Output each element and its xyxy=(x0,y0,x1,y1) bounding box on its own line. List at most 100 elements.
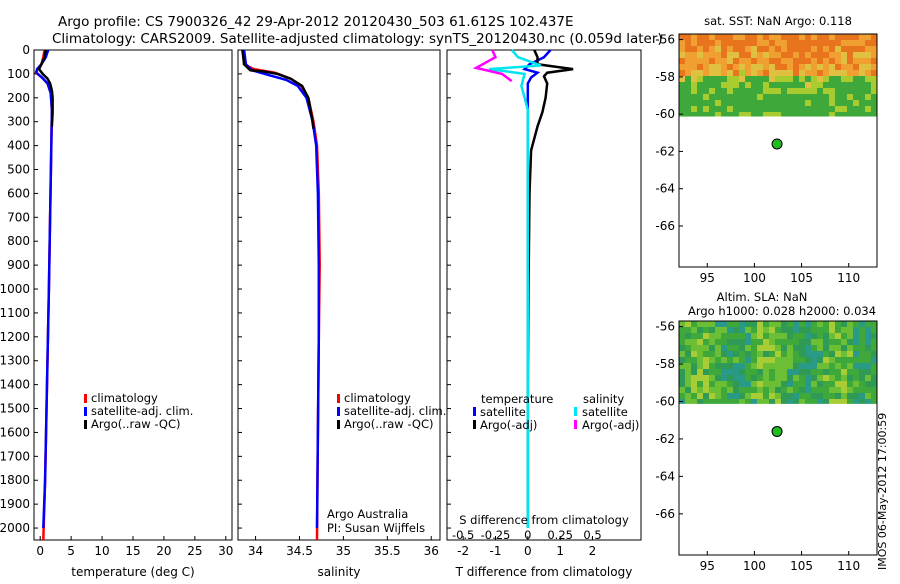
heatmap-cell xyxy=(793,88,800,95)
heatmap-cell xyxy=(841,76,848,83)
heatmap-cell xyxy=(823,381,830,388)
heatmap-cell xyxy=(703,76,710,83)
heatmap-cell xyxy=(775,339,782,346)
heatmap-cell xyxy=(847,327,854,334)
heatmap-cell xyxy=(781,357,788,364)
heatmap-cell xyxy=(811,399,818,404)
heatmap-cell xyxy=(751,381,758,388)
heatmap-cell xyxy=(871,94,878,101)
heatmap-cell xyxy=(799,333,806,340)
heatmap-cell xyxy=(721,82,728,89)
heatmap-cell xyxy=(715,100,722,107)
annotation-text: PI: Susan Wijffels xyxy=(327,521,425,535)
heatmap-cell xyxy=(787,399,794,404)
heatmap-cell xyxy=(721,345,728,352)
heatmap-cell xyxy=(685,333,692,340)
legend-label: satellite-adj. clim. xyxy=(344,404,446,418)
heatmap-cell xyxy=(859,369,866,376)
heatmap-cell xyxy=(865,76,872,83)
heatmap-cell xyxy=(781,46,788,53)
heatmap-cell xyxy=(733,351,740,358)
heatmap-cell xyxy=(775,52,782,59)
heatmap-cell xyxy=(787,82,794,89)
heatmap-cell xyxy=(829,321,836,328)
heatmap-cell xyxy=(853,357,860,364)
legend-header-temperature: temperature xyxy=(481,392,553,406)
heatmap-cell xyxy=(721,40,728,47)
heatmap-cell xyxy=(853,100,860,107)
heatmap-cell xyxy=(745,112,752,117)
heatmap-cell xyxy=(793,381,800,388)
heatmap-cell xyxy=(727,369,734,376)
heatmap-cell xyxy=(727,70,734,77)
heatmap-cell xyxy=(799,46,806,53)
heatmap-cell xyxy=(811,94,818,101)
heatmap-cell xyxy=(871,333,878,340)
heatmap-cell xyxy=(691,381,698,388)
heatmap-cell xyxy=(703,82,710,89)
heatmap-cell xyxy=(787,88,794,95)
heatmap-cell xyxy=(727,82,734,89)
heatmap-cell xyxy=(763,363,770,370)
legend-swatch xyxy=(337,394,340,403)
heatmap-cell xyxy=(829,393,836,400)
heatmap-cell xyxy=(769,46,776,53)
heatmap-cell xyxy=(757,94,764,101)
heatmap-cell xyxy=(811,46,818,53)
heatmap-cell xyxy=(715,381,722,388)
heatmap-cell xyxy=(769,34,776,41)
x-tick-label: 2 xyxy=(589,544,597,558)
heatmap-cell xyxy=(745,82,752,89)
heatmap-cell xyxy=(757,46,764,53)
heatmap-cell xyxy=(709,321,716,328)
heatmap-cell xyxy=(865,70,872,77)
heatmap-cell xyxy=(811,375,818,382)
heatmap-cell xyxy=(763,76,770,83)
heatmap-cell xyxy=(853,64,860,71)
heatmap-cell xyxy=(853,327,860,334)
heatmap-cell xyxy=(859,387,866,394)
legend-swatch xyxy=(473,420,476,429)
heatmap-cell xyxy=(805,76,812,83)
heatmap-cell xyxy=(805,363,812,370)
heatmap-cell xyxy=(691,345,698,352)
heatmap-cell xyxy=(781,76,788,83)
y-tick-label: -62 xyxy=(655,144,675,158)
heatmap-cell xyxy=(685,52,692,59)
heatmap-cell xyxy=(835,357,842,364)
heatmap-cell xyxy=(721,381,728,388)
heatmap-cell xyxy=(709,52,716,59)
heatmap-cell xyxy=(847,70,854,77)
heatmap-cell xyxy=(697,34,704,41)
heatmap-cell xyxy=(721,333,728,340)
heatmap-cell xyxy=(679,381,686,388)
y-tick-label: -66 xyxy=(655,219,675,233)
heatmap-cell xyxy=(709,327,716,334)
heatmap-cell xyxy=(769,52,776,59)
heatmap-cell xyxy=(805,357,812,364)
heatmap-cell xyxy=(865,88,872,95)
heatmap-cell xyxy=(679,64,686,71)
heatmap-cell xyxy=(853,52,860,59)
heatmap-cell xyxy=(679,321,686,328)
heatmap-cell xyxy=(715,88,722,95)
heatmap-cell xyxy=(781,58,788,65)
heatmap-cell xyxy=(781,339,788,346)
heatmap-cell xyxy=(703,46,710,53)
heatmap-cell xyxy=(751,399,758,404)
heatmap-cell xyxy=(775,333,782,340)
legend-label: climatology xyxy=(344,391,411,405)
legend-swatch xyxy=(84,420,87,429)
heatmap-cell xyxy=(727,94,734,101)
heatmap-cell xyxy=(859,345,866,352)
heatmap-cell xyxy=(865,58,872,65)
heatmap-cell xyxy=(679,369,686,376)
heatmap-cell xyxy=(733,375,740,382)
heatmap-cell xyxy=(775,46,782,53)
legend-swatch xyxy=(574,420,577,429)
heatmap-cell xyxy=(721,339,728,346)
heatmap-cell xyxy=(793,70,800,77)
heatmap-cell xyxy=(733,321,740,328)
heatmap-cell xyxy=(679,82,686,89)
heatmap-cell xyxy=(697,381,704,388)
